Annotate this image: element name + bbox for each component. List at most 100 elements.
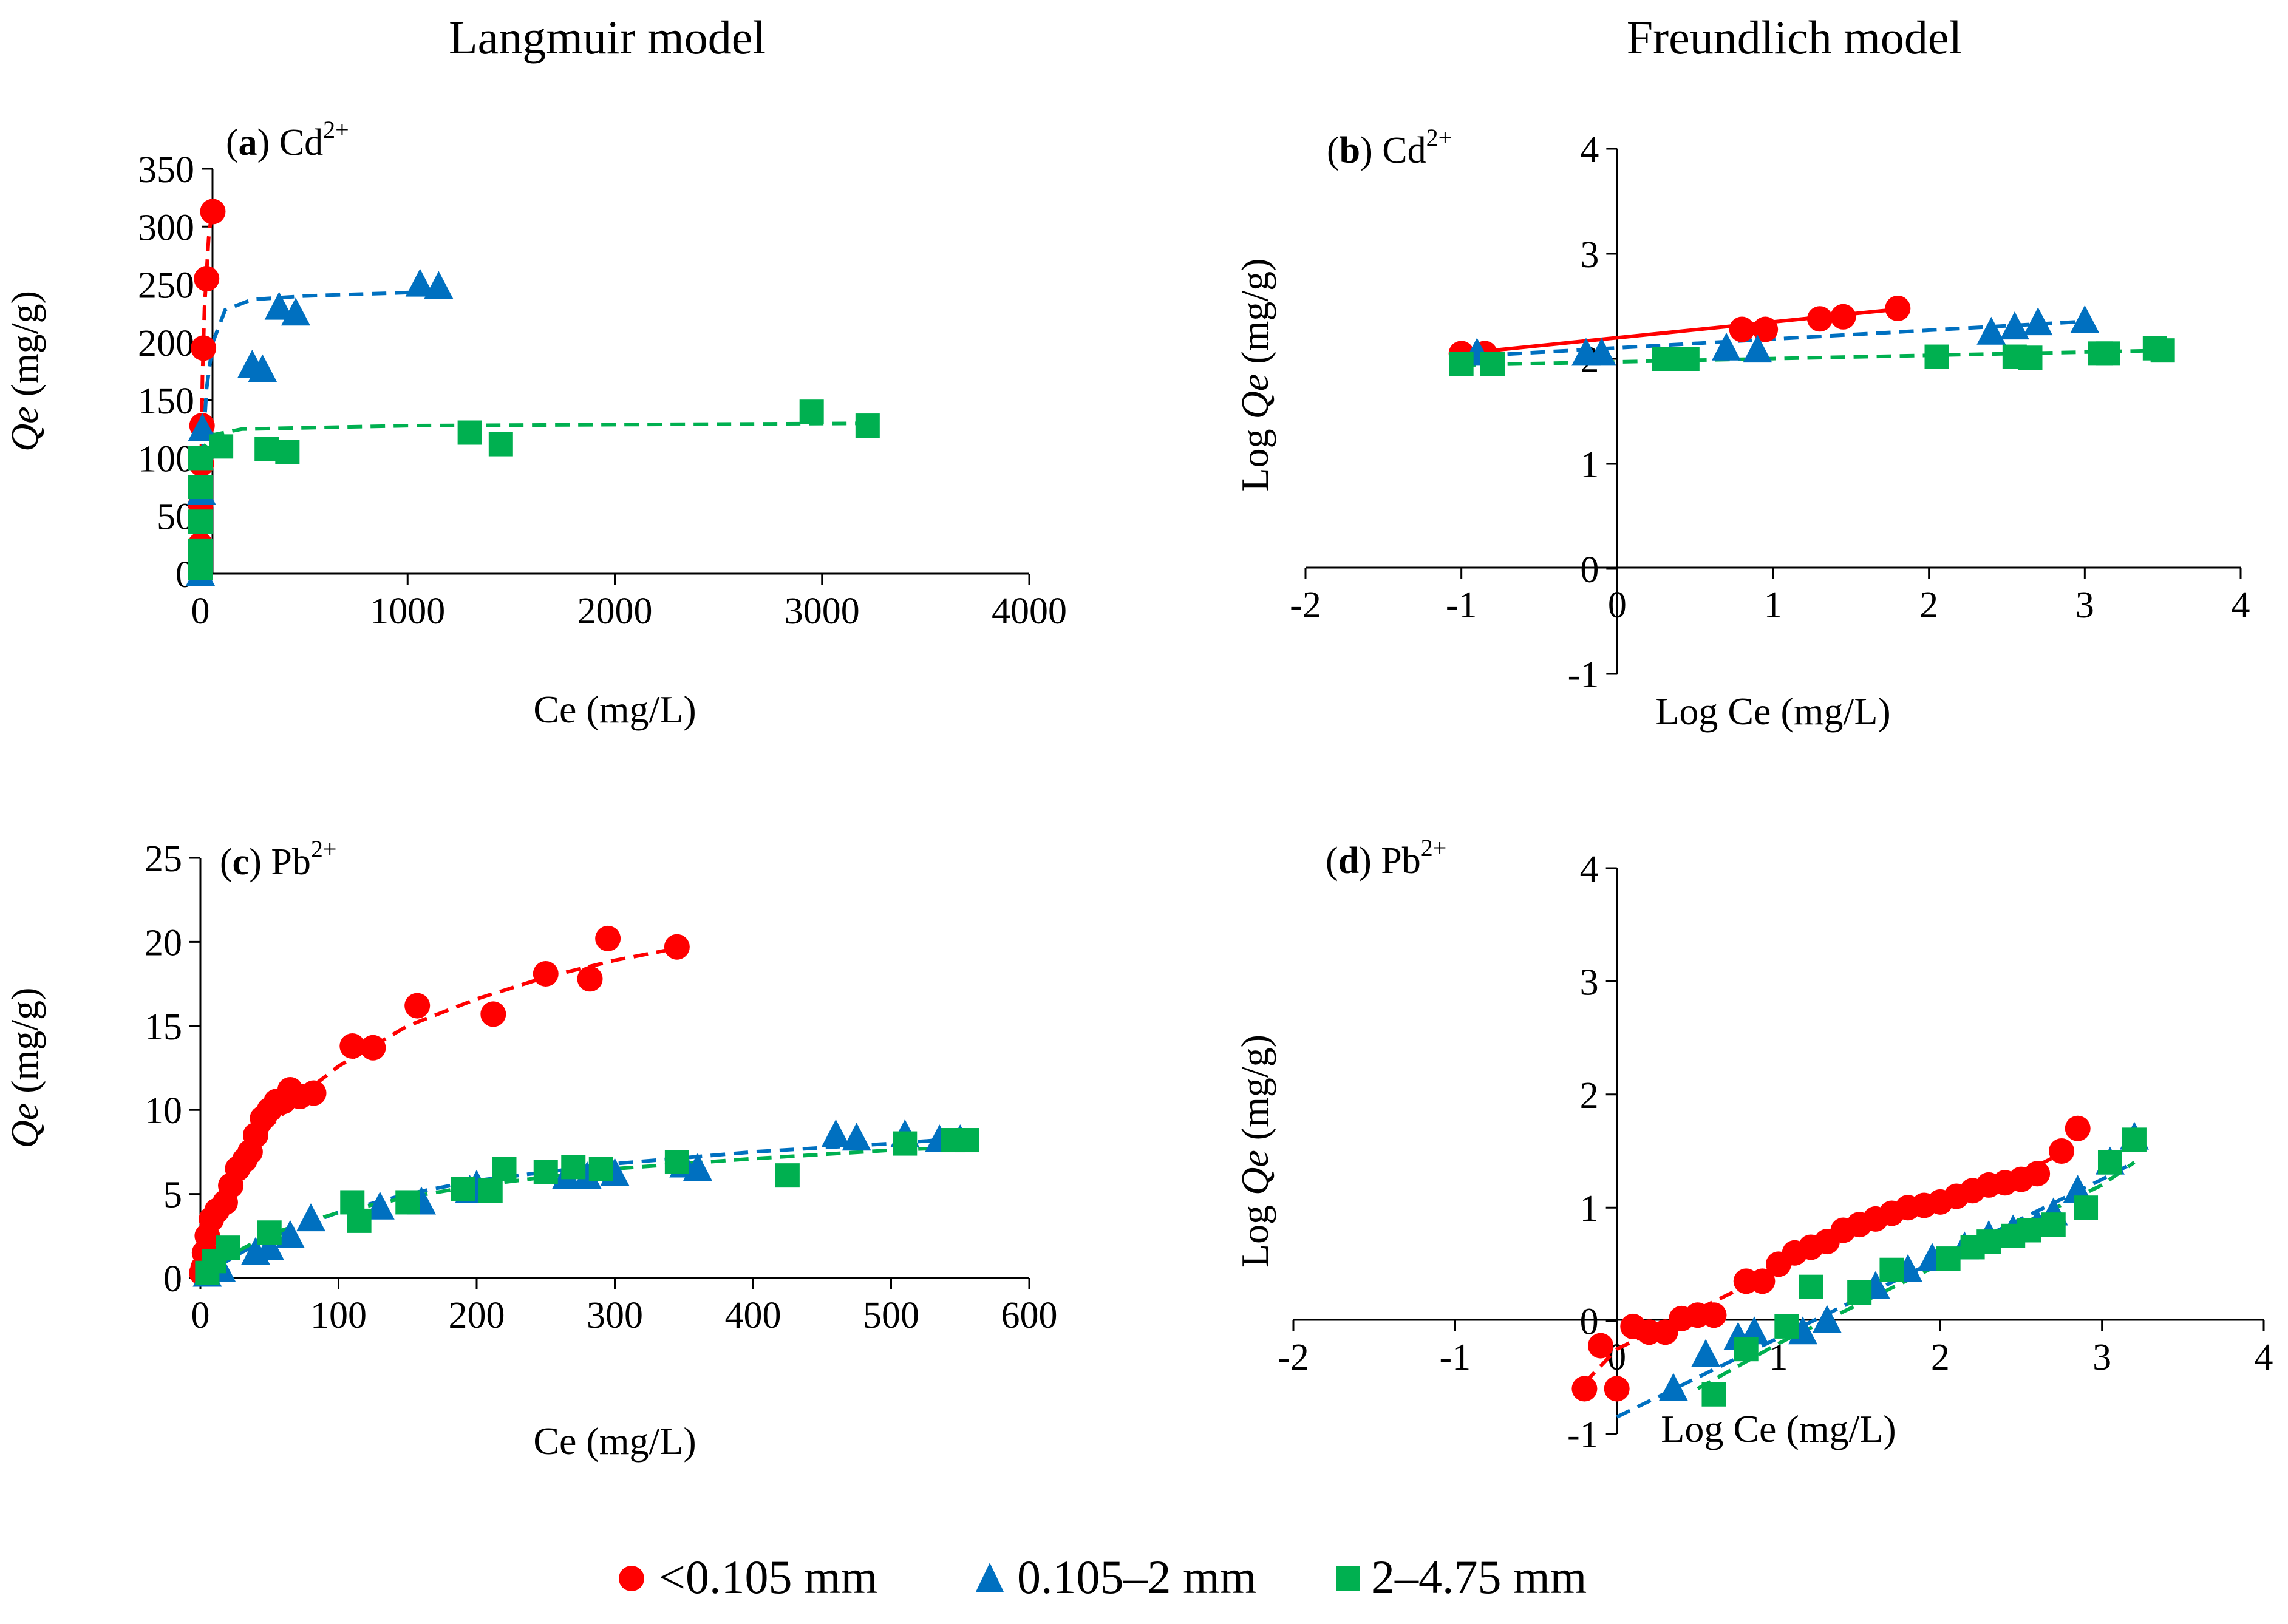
data-point-series-2 [1743,335,1772,363]
data-point-series-1 [1701,1302,1727,1328]
data-point-series-3 [533,1160,558,1184]
y-tick-label: -1 [1567,1415,1599,1456]
data-point-series-3 [2150,338,2175,363]
data-point-series-2 [2000,311,2029,340]
x-axis-label: Ce (mg/L) [533,688,696,731]
fit-line-series-1 [199,945,684,1279]
x-tick-label: -1 [1440,1337,1471,1378]
data-point-series-1 [577,966,603,992]
data-point-series-3 [451,1177,475,1201]
data-point-series-2 [683,1153,712,1181]
data-point-series-2 [248,354,277,382]
x-tick-label: 1 [1764,585,1783,626]
legend: <0.105 mm 0.105–2 mm 2–4.75 mm [619,1551,1587,1603]
y-tick-label: 1 [1580,444,1599,486]
data-point-series-3 [457,420,482,445]
data-point-series-3 [1976,1229,2001,1254]
data-point-series-1 [1729,316,1755,342]
data-point-series-1 [595,925,621,951]
data-point-series-3 [955,1128,979,1153]
x-tick-label: 300 [587,1295,643,1336]
x-tick-label: 0 [1608,585,1627,626]
data-point-series-1 [339,1033,366,1059]
y-tick-label: 20 [145,922,182,963]
fit-line-series-3 [1461,348,2163,367]
data-point-series-2 [1712,332,1741,361]
y-tick-label: 3 [1580,234,1599,276]
fit-line-series-2 [1461,319,2093,359]
data-point-series-1 [2049,1138,2075,1164]
x-axis-label: Log Ce (mg/L) [1655,690,1890,733]
y-tick-label: 4 [1580,849,1599,890]
y-tick-label: 200 [138,323,194,364]
data-point-series-3 [188,538,213,563]
panel-label: (c) Pb2+ [220,835,336,883]
y-tick-label: 2 [1580,1075,1599,1116]
data-point-series-3 [799,399,824,424]
data-point-series-1 [1885,295,1911,321]
x-tick-label: 2000 [577,591,653,632]
data-point-series-3 [2096,341,2120,366]
data-point-series-3 [395,1190,420,1215]
data-point-series-1 [1830,304,1856,330]
data-point-series-1 [2065,1115,2091,1141]
y-tick-label: 4 [1580,129,1599,171]
fit-line-series-3 [1697,1161,2136,1391]
y-tick-label: 5 [163,1175,182,1216]
y-tick-label: 350 [138,149,194,191]
data-point-series-1 [533,960,559,987]
x-tick-label: 2 [1931,1337,1950,1378]
data-point-series-3 [588,1157,613,1181]
y-tick-label: 0 [1580,549,1599,591]
data-point-series-3 [855,413,880,438]
y-tick-label: 10 [145,1090,182,1132]
y-axis-label: Log Qe (mg/g) [1233,1035,1276,1268]
data-point-series-1 [480,1001,506,1027]
data-point-series-3 [1734,1337,1759,1362]
legend-label-fine: <0.105 mm [659,1551,877,1603]
data-point-series-3 [1449,352,1474,376]
y-tick-label: 3 [1580,962,1599,1003]
legend-item-coarse: 2–4.75 mm [1336,1551,1587,1603]
panel-a-chart: 0 1000 2000 3000 4000050100150200250300350Ce… [3,116,1067,731]
data-point-series-3 [2041,1212,2066,1237]
x-tick-label: 200 [449,1295,505,1336]
y-tick-label: -1 [1568,654,1599,696]
data-point-series-1 [194,266,220,292]
x-tick-label: 3 [2092,1337,2111,1378]
x-tick-label: 100 [310,1295,367,1336]
data-point-series-2 [424,271,454,299]
data-point-series-1 [664,934,690,960]
fit-line-series-3 [199,421,868,574]
x-tick-label: 600 [1001,1295,1058,1336]
langmuir-column-title: Langmuir model [449,11,766,64]
data-point-series-1 [2024,1161,2051,1187]
y-tick-label: 15 [145,1007,182,1048]
data-point-series-3 [2017,1218,2041,1243]
y-tick-label: 300 [138,207,194,248]
y-axis-label: Qe (mg/g) [3,988,46,1149]
y-tick-label: 0 [163,1259,182,1300]
panel-c-chart: 0 100 200 300 400 500 600 0 5 10 15 20 25 Ce (mg/L) Qe… [3,835,1058,1463]
data-point-series-2 [254,1232,284,1260]
panel-label: (d) Pb2+ [1326,834,1446,882]
data-point-series-3 [188,446,213,471]
y-axis-label: Qe (mg/g) [3,291,46,452]
data-point-series-1 [200,199,226,225]
data-point-series-3 [257,1220,282,1245]
data-point-series-1 [1749,1268,1776,1294]
data-point-series-3 [1480,352,1505,376]
data-point-series-3 [1701,1382,1726,1407]
data-point-series-3 [188,475,213,500]
data-point-series-2 [1976,316,2006,345]
legend-marker-circle [619,1566,644,1591]
data-point-series-3 [347,1208,372,1233]
data-point-series-3 [478,1178,503,1203]
data-point-series-2 [188,413,217,441]
data-point-series-2 [281,297,310,326]
x-tick-label: 400 [725,1295,781,1336]
data-point-series-3 [664,1150,689,1175]
data-point-series-3 [1675,347,1700,371]
